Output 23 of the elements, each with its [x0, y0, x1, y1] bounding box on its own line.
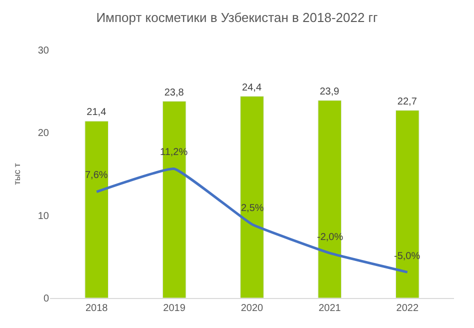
y-tick-label: 30 — [38, 46, 50, 56]
bar — [240, 96, 264, 298]
data-label: 22,7 — [397, 96, 418, 108]
x-tick-label: 2020 — [240, 303, 264, 314]
bar — [395, 110, 420, 298]
data-label: 7,6% — [85, 170, 108, 181]
bar — [84, 120, 109, 298]
y-axis-title: тыс т — [12, 163, 22, 185]
y-tick-label: 10 — [38, 210, 50, 222]
chart-title: Импорт косметики в Узбекистан в 2018-2022 гг — [96, 10, 378, 26]
bar — [318, 100, 342, 298]
bar — [162, 101, 186, 298]
data-label: 24,4 — [242, 82, 262, 94]
x-tick-label: 2021 — [318, 303, 342, 314]
data-label: 23,8 — [164, 87, 184, 98]
x-tick-label: 2018 — [85, 303, 108, 314]
y-tick-label: 20 — [38, 128, 50, 140]
data-label: 2,5% — [241, 203, 264, 214]
data-label: 23,9 — [320, 86, 340, 98]
x-tick-label: 2022 — [396, 303, 419, 314]
data-label: 21,4 — [86, 107, 107, 118]
x-tick-label: 2019 — [163, 303, 186, 314]
y-tick-label: 0 — [43, 294, 50, 304]
